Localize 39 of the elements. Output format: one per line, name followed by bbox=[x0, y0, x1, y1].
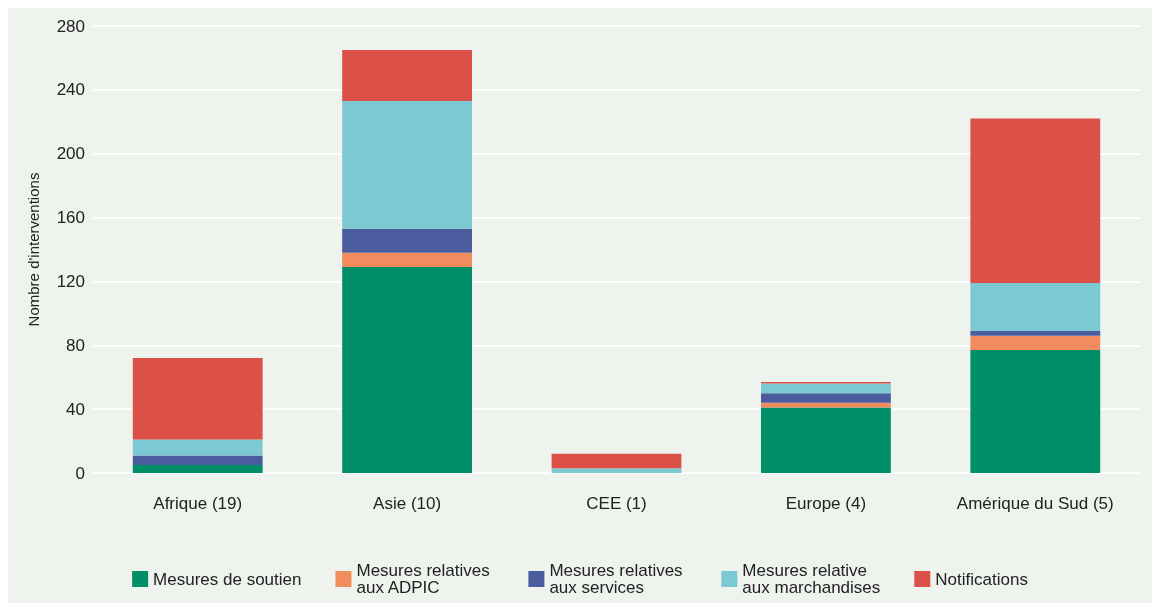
y-tick-label: 160 bbox=[56, 208, 85, 228]
bar bbox=[342, 49, 473, 102]
bar bbox=[970, 283, 1101, 331]
y-tick-label: 80 bbox=[66, 335, 85, 355]
y-tick-label: 120 bbox=[56, 271, 85, 291]
bar bbox=[970, 350, 1101, 473]
y-tick-label: 200 bbox=[56, 144, 85, 164]
legend-label: Mesures relatives aux ADPIC bbox=[356, 561, 495, 597]
bar bbox=[551, 468, 682, 473]
bar bbox=[342, 252, 473, 268]
legend-label: Mesures de soutien bbox=[153, 569, 302, 589]
bar bbox=[970, 335, 1101, 351]
x-tick-label: Amérique du Sud (5) bbox=[956, 494, 1114, 513]
bar bbox=[551, 453, 682, 469]
x-tick-label: Asie (10) bbox=[373, 494, 442, 513]
y-tick-label: 40 bbox=[66, 399, 85, 419]
y-tick-label: 280 bbox=[56, 16, 85, 36]
bar bbox=[760, 407, 891, 473]
bar bbox=[760, 402, 891, 408]
bar bbox=[970, 118, 1101, 284]
bar bbox=[760, 393, 891, 403]
y-tick-label: 240 bbox=[56, 80, 85, 100]
x-tick-label: CEE (1) bbox=[586, 494, 647, 513]
bar bbox=[132, 455, 263, 466]
x-tick-label: Europe (4) bbox=[785, 494, 867, 513]
bar bbox=[132, 439, 263, 456]
y-tick-label: 0 bbox=[75, 463, 85, 483]
legend-label: Notifications bbox=[935, 569, 1028, 589]
bar bbox=[342, 228, 473, 253]
y-axis-title: Nombre d'interventions bbox=[25, 172, 42, 327]
bar bbox=[970, 330, 1101, 336]
bar bbox=[342, 101, 473, 229]
bar bbox=[132, 358, 263, 440]
bar bbox=[342, 267, 473, 473]
legend-label: Mesures relatives aux services bbox=[549, 561, 688, 597]
legend-label: Mesures relative aux marchandises bbox=[742, 561, 881, 597]
bar bbox=[132, 465, 263, 473]
bar bbox=[760, 383, 891, 394]
x-tick-label: Afrique (19) bbox=[153, 494, 243, 513]
